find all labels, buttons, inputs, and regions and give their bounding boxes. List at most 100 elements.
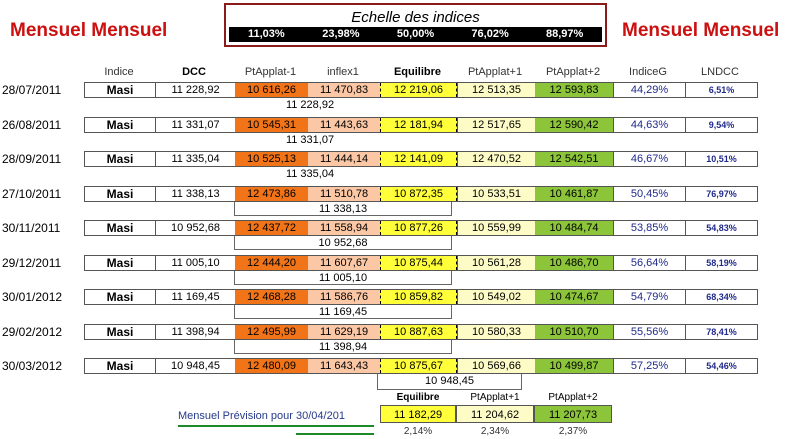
cell-ptapplat-plus2: 10 486,70 [535,256,613,270]
cell-indiceg: 53,85% [613,221,685,235]
header-inflex1: inflex1 [327,66,359,78]
cell-equilibre: 10 875,67 [380,359,457,373]
header-indiceg: IndiceG [629,66,667,78]
cell-lndcc: 10,51% [685,152,757,166]
row-dcc-sub: 10 948,45 [377,374,522,390]
cell-indiceg: 50,45% [613,187,685,201]
cell-indice: Masi [106,187,134,201]
cell-ptapplat-1: 10 525,13 [235,152,308,166]
header-ptapplat-1: PtApplat-1 [244,66,297,78]
cell-equilibre: 12 219,06 [380,83,457,97]
cell-ptapplat-plus1: 10 561,28 [457,256,535,270]
cell-ptapplat-plus2: 12 542,51 [535,152,613,166]
prevision-label: Mensuel Prévision pour 30/04/201 [178,410,345,422]
cell-dcc: 11 398,94 [155,325,235,339]
prevision-ptapplat-plus1: 11 204,62 [456,405,534,423]
cell-equilibre: 12 181,94 [380,118,457,132]
cell-ptapplat-1: 12 468,28 [235,290,308,304]
cell-inflex1: 11 510,78 [308,187,380,201]
cell-indice: Masi [106,359,134,373]
cell-indice: Masi [106,118,134,132]
cell-inflex1: 11 443,63 [308,118,380,132]
cell-indiceg: 46,67% [613,152,685,166]
cell-dcc: 11 335,04 [155,152,235,166]
table-row: Masi 11 335,04 10 525,13 11 444,14 12 14… [84,151,758,167]
header-ptapplat-plus2: PtApplat+2 [545,66,601,78]
cell-dcc: 10 952,68 [155,221,235,235]
cell-ptapplat-1: 12 473,86 [235,187,308,201]
prevision-equilibre: 11 182,29 [380,405,456,423]
cell-indice: Masi [106,325,134,339]
cell-indiceg: 44,63% [613,118,685,132]
cell-ptapplat-1: 12 444,20 [235,256,308,270]
cell-ptapplat-plus2: 10 510,70 [535,325,613,339]
cell-ptapplat-1: 12 495,99 [235,325,308,339]
cell-equilibre: 10 887,63 [380,325,457,339]
header-indice: Indice [104,66,134,78]
cell-ptapplat-plus2: 12 590,42 [535,118,613,132]
scale-title: Echelle des indices [351,9,480,26]
cell-indiceg: 44,29% [613,83,685,97]
cell-ptapplat-1: 12 480,09 [235,359,308,373]
prevision-header-ptapplat-plus1: PtApplat+1 [470,392,520,403]
cell-lndcc: 76,97% [685,187,757,201]
cell-dcc: 11 338,13 [155,187,235,201]
cell-inflex1: 11 643,43 [308,359,380,373]
header-dcc: DCC [182,66,206,78]
prevision-header-equilibre: Equilibre [396,392,440,403]
cell-ptapplat-plus1: 12 517,65 [457,118,535,132]
cell-ptapplat-1: 10 616,26 [235,83,308,97]
cell-ptapplat-plus2: 12 593,83 [535,83,613,97]
cell-inflex1: 11 586,76 [308,290,380,304]
table-row: Masi 11 398,94 12 495,99 11 629,19 10 88… [84,324,758,340]
row-date: 28/09/2011 [2,152,62,166]
scale-value: 23,98% [322,28,360,40]
scale-value: 88,97% [546,28,584,40]
row-date: 30/11/2011 [2,221,61,235]
cell-lndcc: 6,51% [685,83,757,97]
title-right: Mensuel Mensuel [622,20,780,41]
cell-ptapplat-plus1: 10 580,33 [457,325,535,339]
cell-indiceg: 56,64% [613,256,685,270]
cell-indiceg: 54,79% [613,290,685,304]
row-dcc-sub: 11 338,13 [234,202,452,216]
cell-indice: Masi [106,152,134,166]
table-row: Masi 11 005,10 12 444,20 11 607,67 10 87… [84,255,758,271]
row-date: 29/02/2012 [2,325,63,339]
table-row: Masi 11 169,45 12 468,28 11 586,76 10 85… [84,289,758,305]
prevision-pct-equilibre: 2,14% [403,426,433,437]
cell-inflex1: 11 607,67 [308,256,380,270]
prevision-underline [178,425,374,427]
scale-values: 11,03% 23,98% 50,00% 76,02% 88,97% [229,27,602,42]
prevision-header-ptapplat-plus2: PtApplat+2 [548,392,598,403]
cell-ptapplat-plus2: 10 484,74 [535,221,613,235]
cell-ptapplat-plus2: 10 461,87 [535,187,613,201]
cell-dcc: 11 169,45 [155,290,235,304]
prevision-underline-short [296,433,374,435]
cell-lndcc: 68,34% [685,290,757,304]
cell-indice: Masi [106,256,134,270]
cell-ptapplat-plus1: 10 533,51 [457,187,535,201]
row-dcc-sub: 11 398,94 [234,340,452,354]
row-dcc-sub: 11 331,07 [240,133,380,147]
cell-dcc: 11 331,07 [155,118,235,132]
header-ptapplat-plus1: PtApplat+1 [467,66,523,78]
cell-dcc: 11 005,10 [155,256,235,270]
cell-ptapplat-plus1: 12 513,35 [457,83,535,97]
row-dcc-sub: 11 228,92 [240,98,380,112]
indices-scale-box: Echelle des indices 11,03% 23,98% 50,00%… [224,3,607,47]
cell-ptapplat-1: 12 437,72 [235,221,308,235]
cell-ptapplat-1: 10 545,31 [235,118,308,132]
cell-inflex1: 11 444,14 [308,152,380,166]
cell-indice: Masi [106,290,134,304]
scale-value: 50,00% [396,28,435,40]
cell-equilibre: 10 859,82 [380,290,457,304]
row-date: 30/01/2012 [2,290,63,304]
prevision-ptapplat-plus2: 11 207,73 [534,405,612,423]
cell-lndcc: 54,83% [685,221,757,235]
cell-ptapplat-plus1: 12 470,52 [457,152,535,166]
table-row: Masi 10 952,68 12 437,72 11 558,94 10 87… [84,220,758,236]
cell-dcc: 11 228,92 [155,83,235,97]
cell-inflex1: 11 629,19 [308,325,380,339]
row-date: 28/07/2011 [2,83,62,97]
